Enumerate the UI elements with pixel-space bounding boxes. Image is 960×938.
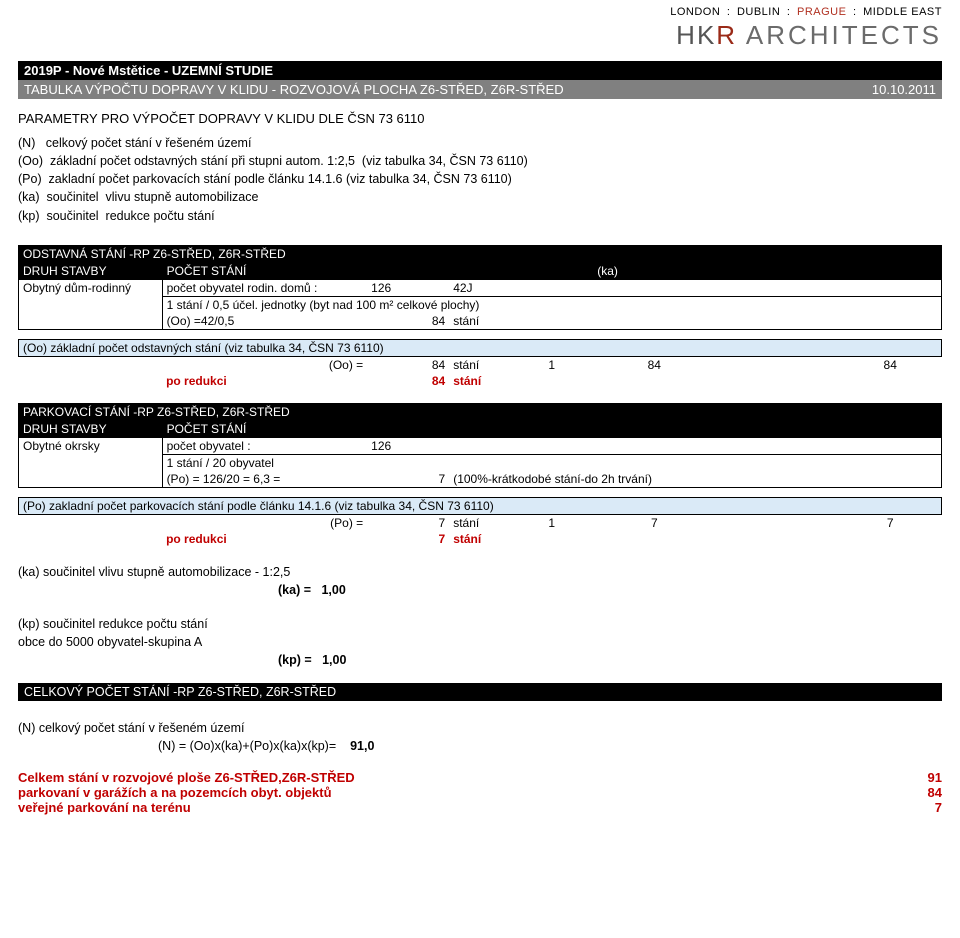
nav-loc: MIDDLE EAST [863,6,942,18]
oo-eq: (Oo) = [162,356,367,373]
oo-red-u: stání [449,373,511,389]
cell-label: počet obyvatel : [162,437,367,454]
table-odstavna: ODSTAVNÁ STÁNÍ -RP Z6-STŘED, Z6R-STŘED D… [18,245,942,389]
col-ka: (ka) [593,262,942,279]
nav-loc-active: PRAGUE [797,6,846,18]
po-u: stání [449,514,511,531]
sum-v2: 84 [928,785,942,800]
n-val: 91,0 [350,739,374,753]
cell-druh: Obytné okrsky [19,437,163,487]
param-title: PARAMETRY PRO VÝPOČET DOPRAVY V KLIDU DL… [18,111,942,126]
title-black: 2019P - Nové Mstětice - UZEMNÍ STUDIE [18,61,942,80]
ka-block: (ka) součinitel vlivu stupně automobiliz… [18,563,942,599]
col-pocet: POČET STÁNÍ [162,420,941,437]
n-eq: (N) = (Oo)x(ka)+(Po)x(ka)x(kp)= [158,739,336,753]
title-grey-left: TABULKA VÝPOČTU DOPRAVY V KLIDU - ROZVOJ… [24,82,564,97]
logo-row: HKR ARCHITECTS [0,20,960,61]
row-blue-oo: (Oo) základní počet odstavných stání (vi… [19,339,942,356]
summary-row-2: parkovaní v garážích a na pozemcích obyt… [18,785,942,800]
nav-sep: : [784,6,794,18]
cell-val1: 126 [367,279,449,296]
cell-val2: 42J [449,279,511,296]
kp-eq: (kp) = [278,653,312,667]
kp-title: (kp) součinitel redukce počtu stání [18,615,942,633]
title-grey: TABULKA VÝPOČTU DOPRAVY V KLIDU - ROZVOJ… [18,80,942,99]
parkovaci-title: PARKOVACÍ STÁNÍ -RP Z6-STŘED, Z6R-STŘED [19,403,942,420]
kp-val: 1,00 [322,653,346,667]
ka-val: 1,00 [321,583,345,597]
logo-part-r: R [716,20,737,50]
cell-po-val: 7 [367,471,449,488]
po-k: 1 [511,514,593,531]
definitions: (N) celkový počet stání v řešeném území … [18,134,942,225]
oo-r2: 84 [839,356,942,373]
po-eq: (Po) = [162,514,367,531]
def-po: (Po) zakladní počet parkovacích stání po… [18,170,942,188]
cell-rule: 1 stání / 0,5 účel. jednotky (byt nad 10… [162,296,941,313]
spacer [19,329,942,339]
oo-red-label: po redukci [162,373,367,389]
ka-title: (ka) součinitel vlivu stupně automobiliz… [18,563,942,581]
cell-empty [511,279,942,296]
row-blue-po: (Po) zakladní počet parkovacích stání po… [19,497,942,514]
def-kp: (kp) součinitel redukce počtu stání [18,207,942,225]
nav-loc: DUBLIN [737,6,780,18]
odstavna-title: ODSTAVNÁ STÁNÍ -RP Z6-STŘED, Z6R-STŘED [19,245,942,262]
oo-u: stání [449,356,511,373]
kp-block: (kp) součinitel redukce počtu stání obce… [18,615,942,669]
logo-part-hk: HK [676,20,716,50]
cell-val: 126 [367,437,449,454]
cell-po-note: (100%-krátkodobé stání-do 2h trvání) [449,471,941,488]
cell-oo-val: 84 [367,313,449,330]
total-title: CELKOVÝ POČET STÁNÍ -RP Z6-STŘED, Z6R-ST… [18,683,942,701]
title-grey-date: 10.10.2011 [872,82,936,97]
po-r2: 7 [839,514,942,531]
table-parkovaci: PARKOVACÍ STÁNÍ -RP Z6-STŘED, Z6R-STŘED … [18,403,942,547]
po-r1: 7 [593,514,716,531]
cell-label: počet obyvatel rodin. domů : [162,279,367,296]
cell-rule: 1 stání / 20 obyvatel [162,454,941,471]
sum-v3: 7 [935,800,942,815]
nav-sep: : [724,6,734,18]
oo-r1: 84 [593,356,716,373]
summary-row-3: veřejné parkování na terénu 7 [18,800,942,815]
nav-loc: LONDON [670,6,720,18]
col-pocet: POČET STÁNÍ [162,262,593,279]
logo-part-arch: ARCHITECTS [737,20,942,50]
po-v: 7 [367,514,449,531]
sum-v1: 91 [928,770,942,785]
summary-row-1: Celkem stání v rozvojové ploše Z6-STŘED,… [18,770,942,785]
oo-k: 1 [511,356,593,373]
brand-logo: HKR ARCHITECTS [676,20,942,51]
cell-oo-unit: stání [449,313,941,330]
cell-druh: Obytný dům-rodinný [19,279,163,329]
oo-v: 84 [367,356,449,373]
nav-sep: : [850,6,860,18]
n-label: (N) celkový počet stání v řešeném území [18,719,942,737]
po-red-label: po redukci [162,531,367,547]
sum-l1: Celkem stání v rozvojové ploše Z6-STŘED,… [18,770,355,785]
col-druh: DRUH STAVBY [19,262,163,279]
n-block: (N) celkový počet stání v řešeném území … [18,719,942,755]
def-n: (N) celkový počet stání v řešeném území [18,134,942,152]
def-ka: (ka) součinitel vlivu stupně automobiliz… [18,188,942,206]
sum-l3: veřejné parkování na terénu [18,800,191,815]
sum-l2: parkovaní v garážích a na pozemcích obyt… [18,785,332,800]
def-oo: (Oo) základní počet odstavných stání při… [18,152,942,170]
ka-eq: (ka) = [278,583,311,597]
po-red-u: stání [449,531,511,547]
cell-po-expr: (Po) = 126/20 = 6,3 = [162,471,367,488]
top-nav: LONDON : DUBLIN : PRAGUE : MIDDLE EAST [0,0,960,20]
oo-red-v: 84 [367,373,449,389]
po-red-v: 7 [367,531,449,547]
cell-oo-expr: (Oo) =42/0,5 [162,313,367,330]
kp-sub: obce do 5000 obyvatel-skupina A [18,633,942,651]
spacer [19,487,942,497]
col-druh: DRUH STAVBY [19,420,163,437]
